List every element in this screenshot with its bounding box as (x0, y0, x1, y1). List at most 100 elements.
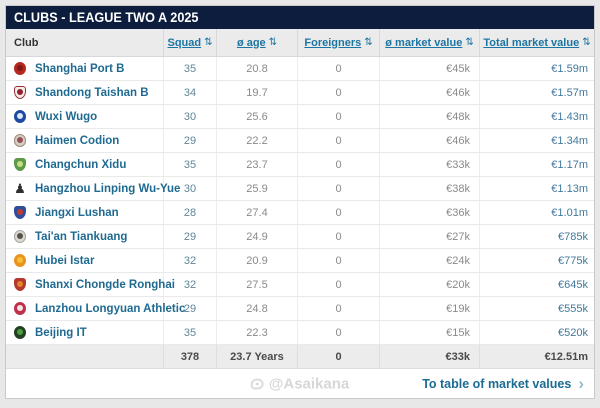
club-name-link[interactable]: Shanghai Port B (35, 62, 125, 75)
avg-market-value: €48k (380, 105, 480, 128)
column-header-squad[interactable]: Squad ⇅ (164, 29, 217, 56)
club-name-link[interactable]: Wuxi Wugo (35, 110, 98, 123)
club-badge-icon (13, 205, 27, 220)
club-badge-icon: ♟ (13, 180, 27, 196)
average-age: 19.7 (217, 81, 298, 104)
average-age: 23.7 (217, 153, 298, 176)
avg-market-value: €45k (380, 57, 480, 80)
totals-age: 23.7 Years (217, 345, 298, 368)
column-header-avg-market-value[interactable]: ø market value ⇅ (380, 29, 480, 56)
average-age: 24.8 (217, 297, 298, 320)
sort-icon[interactable]: ⇅ (204, 37, 213, 48)
avg-market-value: €19k (380, 297, 480, 320)
weibo-icon (250, 378, 264, 389)
club-cell[interactable]: ♟ Hangzhou Linping Wu-Yue (6, 177, 180, 200)
total-market-value-link[interactable]: €775k (558, 254, 588, 267)
club-badge-icon (13, 157, 27, 172)
avg-market-value: €20k (380, 273, 480, 296)
club-name-link[interactable]: Haimen Codion (35, 134, 120, 147)
squad-count[interactable]: 32 (164, 249, 217, 272)
foreigners-count: 0 (298, 249, 380, 272)
squad-count[interactable]: 30 (164, 105, 217, 128)
badge-inner (17, 233, 23, 239)
column-header-total-market-value[interactable]: Total market value ⇅ (483, 36, 591, 49)
club-name-link[interactable]: Lanzhou Longyuan Athletic (35, 302, 186, 315)
squad-count[interactable]: 35 (164, 321, 217, 344)
sort-icon[interactable]: ⇅ (582, 37, 591, 48)
club-name-link[interactable]: Shandong Taishan B (35, 86, 149, 99)
badge-inner (17, 281, 23, 287)
club-cell[interactable]: Jiangxi Lushan (6, 201, 164, 224)
foreigners-count: 0 (298, 105, 380, 128)
club-badge-icon (13, 253, 27, 268)
club-name-link[interactable]: Jiangxi Lushan (35, 206, 119, 219)
total-market-value-link[interactable]: €1.59m (551, 62, 588, 75)
table-row: Tai'an Tiankuang 29 24.9 0 €27k €785k (6, 225, 594, 249)
club-cell[interactable]: Shanghai Port B (6, 57, 164, 80)
club-name-link[interactable]: Tai'an Tiankuang (35, 230, 128, 243)
badge-inner (17, 209, 23, 215)
club-badge-icon (13, 85, 27, 100)
average-age: 22.3 (217, 321, 298, 344)
squad-count[interactable]: 35 (164, 153, 217, 176)
clubs-table-card: CLUBS - LEAGUE TWO A 2025 Club Squad ⇅ ø… (5, 5, 595, 399)
total-market-value-link[interactable]: €555k (558, 302, 588, 315)
squad-count[interactable]: 28 (164, 201, 217, 224)
squad-count[interactable]: 30 (164, 177, 217, 200)
total-market-value-link[interactable]: €785k (558, 230, 588, 243)
watermark-text: @Asaikana (268, 375, 350, 392)
club-cell[interactable]: Tai'an Tiankuang (6, 225, 164, 248)
average-age: 24.9 (217, 225, 298, 248)
totals-row: 378 23.7 Years 0 €33k €12.51m (6, 345, 594, 369)
club-cell[interactable]: Lanzhou Longyuan Athletic (6, 297, 185, 320)
sort-icon[interactable]: ⇅ (465, 37, 474, 48)
club-cell[interactable]: Wuxi Wugo (6, 105, 164, 128)
club-cell[interactable]: Shanxi Chongde Ronghai (6, 273, 175, 296)
squad-count[interactable]: 32 (164, 273, 217, 296)
average-age: 25.9 (217, 177, 298, 200)
club-badge-icon (13, 277, 27, 292)
foreigners-count: 0 (298, 57, 380, 80)
avg-market-value: €24k (380, 249, 480, 272)
club-cell[interactable]: Changchun Xidu (6, 153, 164, 176)
club-name-link[interactable]: Shanxi Chongde Ronghai (35, 278, 175, 291)
club-cell[interactable]: Shandong Taishan B (6, 81, 164, 104)
total-market-value-link[interactable]: €1.43m (551, 110, 588, 123)
club-cell[interactable]: Haimen Codion (6, 129, 164, 152)
total-market-value-link[interactable]: €520k (558, 326, 588, 339)
sort-icon[interactable]: ⇅ (364, 37, 373, 48)
table-body: Shanghai Port B 35 20.8 0 €45k €1.59m Sh… (6, 57, 594, 345)
squad-count[interactable]: 29 (164, 129, 217, 152)
squad-count[interactable]: 29 (164, 225, 217, 248)
club-badge-icon (13, 133, 27, 148)
total-market-value-link[interactable]: €1.13m (551, 182, 588, 195)
column-header-age[interactable]: ø age ⇅ (217, 29, 298, 56)
total-market-value-link[interactable]: €1.17m (551, 158, 588, 171)
total-market-value-link[interactable]: €645k (558, 278, 588, 291)
badge-glyph: ♟ (14, 180, 26, 196)
column-header-foreigners[interactable]: Foreigners ⇅ (298, 29, 380, 56)
club-cell[interactable]: Hubei Istar (6, 249, 164, 272)
total-market-value-link[interactable]: €1.57m (551, 86, 588, 99)
squad-count[interactable]: 35 (164, 57, 217, 80)
to-table-of-market-values-link[interactable]: To table of market values › (422, 373, 584, 393)
foreigners-count: 0 (298, 321, 380, 344)
club-name-link[interactable]: Hangzhou Linping Wu-Yue (35, 182, 181, 195)
club-badge-icon (13, 61, 27, 76)
squad-count[interactable]: 34 (164, 81, 217, 104)
total-market-value-link[interactable]: €1.34m (551, 134, 588, 147)
table-row: Haimen Codion 29 22.2 0 €46k €1.34m (6, 129, 594, 153)
avg-market-value: €36k (380, 201, 480, 224)
table-row: Shanxi Chongde Ronghai 32 27.5 0 €20k €6… (6, 273, 594, 297)
club-name-link[interactable]: Changchun Xidu (35, 158, 127, 171)
total-market-value-link[interactable]: €1.01m (551, 206, 588, 219)
average-age: 27.5 (217, 273, 298, 296)
average-age: 22.2 (217, 129, 298, 152)
club-name-link[interactable]: Hubei Istar (35, 254, 95, 267)
table-row: Wuxi Wugo 30 25.6 0 €48k €1.43m (6, 105, 594, 129)
sort-icon[interactable]: ⇅ (268, 37, 278, 48)
club-name-link[interactable]: Beijing IT (35, 326, 87, 339)
club-cell[interactable]: Beijing IT (6, 321, 164, 344)
avg-market-value: €27k (380, 225, 480, 248)
squad-count[interactable]: 29 (164, 297, 217, 320)
